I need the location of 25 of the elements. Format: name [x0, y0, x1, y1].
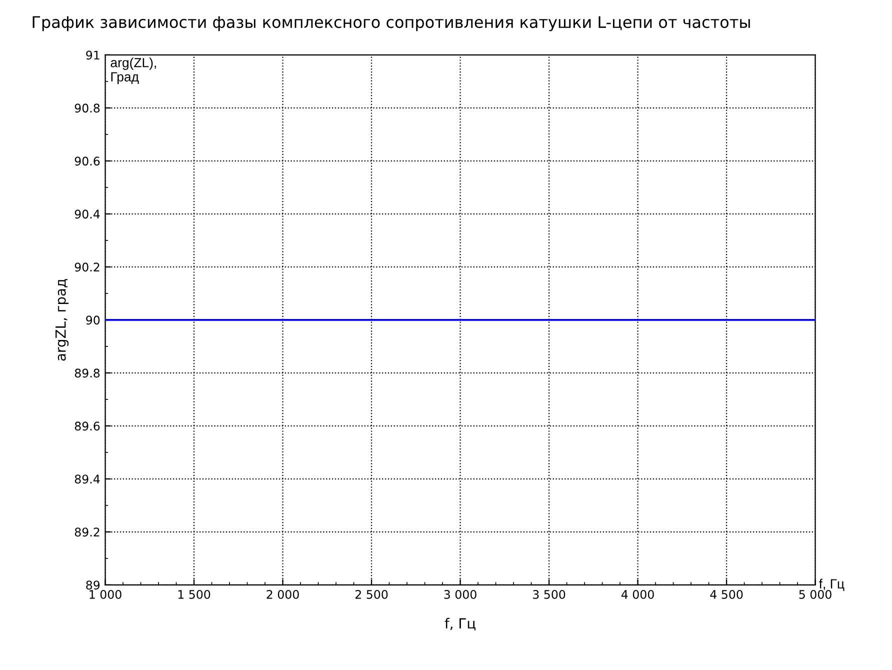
- y-tick-label: 89.6: [74, 422, 100, 431]
- x-tick-label: 1 500: [178, 590, 210, 599]
- x-tick-label: 2 500: [355, 590, 388, 599]
- y-axis-title: argZL, град: [56, 279, 69, 361]
- x-tick-label: 4 500: [710, 590, 743, 599]
- y-tick-label: 90.6: [74, 156, 100, 166]
- x-axis-title: f, Гц: [444, 618, 476, 630]
- x-tick-label: 5 000: [799, 590, 832, 599]
- y-tick-label: 89.2: [74, 528, 100, 537]
- y-tick-label: 90.4: [74, 210, 100, 219]
- chart-title: График зависимости фазы комплексного сопротивления катушки L-цепи от частоты: [32, 16, 750, 32]
- x-tick-label: 1 000: [90, 590, 122, 599]
- x-tick-label: 2 000: [266, 590, 299, 599]
- y-tick-label: 89.8: [74, 368, 100, 378]
- annotation: arg(ZL), Град: [110, 58, 156, 84]
- y-tick-label: 90.8: [74, 104, 100, 113]
- x-tick-label: 3 000: [444, 590, 476, 599]
- y-tick-label: 90: [86, 316, 100, 325]
- y-tick-label: 89: [86, 580, 100, 590]
- y-tick-label: 89.4: [74, 474, 100, 484]
- text: f, Гц: [819, 578, 844, 591]
- x-tick-label: 3 500: [533, 590, 566, 599]
- y-tick-label: 91: [86, 50, 100, 60]
- x-tick-label: 4 000: [621, 590, 654, 599]
- y-tick-label: 90.2: [74, 262, 100, 272]
